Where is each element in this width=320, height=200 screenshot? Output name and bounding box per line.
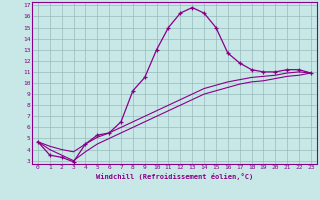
X-axis label: Windchill (Refroidissement éolien,°C): Windchill (Refroidissement éolien,°C)	[96, 173, 253, 180]
